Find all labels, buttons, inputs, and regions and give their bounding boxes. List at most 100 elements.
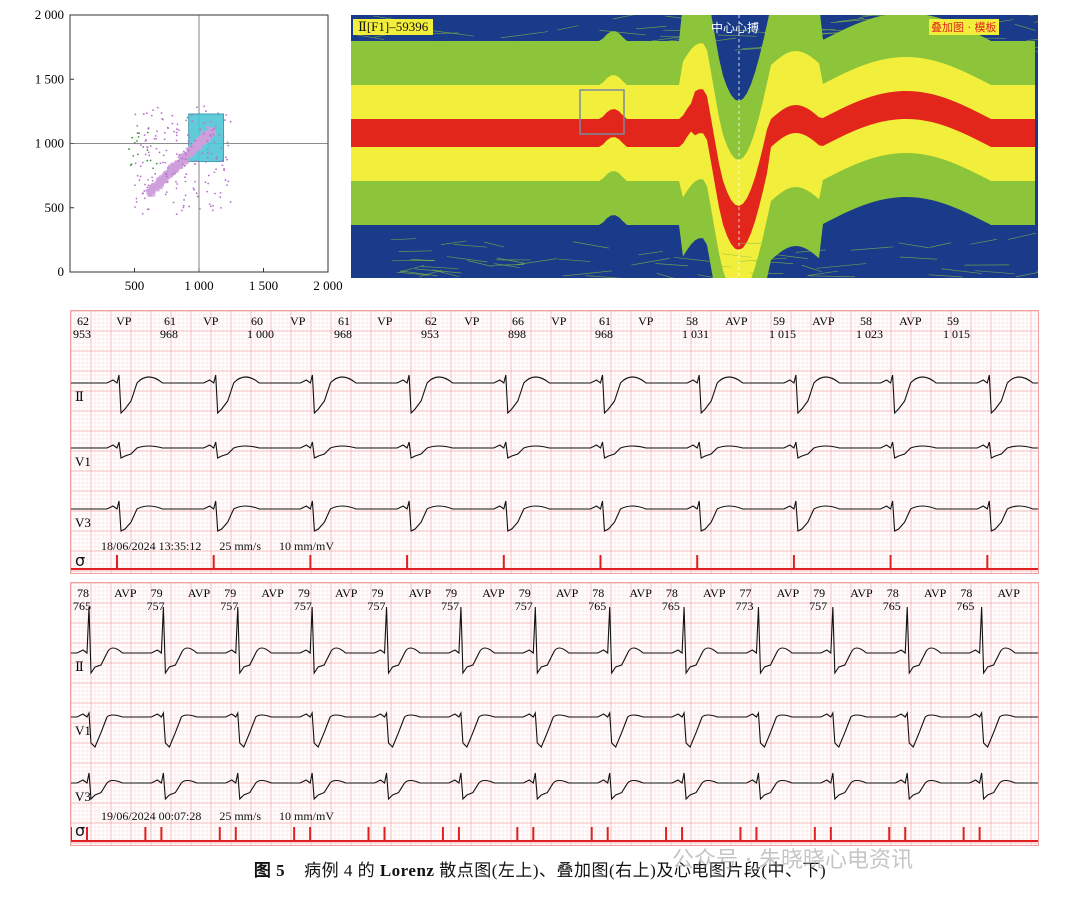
- beat-rr: 757: [441, 599, 459, 613]
- scatter-point: [212, 204, 214, 207]
- overlay-noise: [928, 274, 963, 278]
- overlay-noise: [770, 22, 805, 30]
- beat-hr: 78: [960, 586, 972, 600]
- scatter-point: [216, 155, 218, 158]
- scatter-point: [209, 133, 211, 136]
- calibration-icon: σ: [75, 821, 86, 840]
- scatter-point: [132, 154, 135, 157]
- scatter-point: [141, 161, 144, 164]
- figure-caption: 图 5 病例 4 的 Lorenz 散点图(左上)、叠加图(右上)及心电图片段(…: [0, 856, 1080, 881]
- scatter-point: [176, 128, 178, 130]
- scatter-point: [213, 127, 216, 130]
- scatter-point: [175, 134, 178, 137]
- beat-hr: 78: [592, 586, 604, 600]
- overlay-noise: [650, 36, 699, 44]
- overlay-noise: [562, 270, 612, 277]
- ecg-grid: [71, 311, 1038, 573]
- overlay-noise: [799, 28, 836, 33]
- overlay-noise: [410, 258, 435, 262]
- scatter-point: [193, 188, 195, 191]
- beat-rr: 898: [508, 327, 526, 341]
- overlay-noise: [433, 30, 475, 37]
- overlay-noise: [807, 275, 856, 278]
- overlay-noise: [889, 38, 922, 41]
- caption-text-bold: Lorenz: [379, 861, 435, 880]
- scatter-point: [183, 199, 185, 201]
- scatter-point: [147, 127, 150, 130]
- scatter-point: [146, 146, 149, 149]
- overlay-noise: [612, 15, 635, 20]
- overlay-noise: [557, 258, 591, 262]
- beat-hr: 78: [666, 586, 678, 600]
- scatter-point: [169, 165, 173, 169]
- scatter-point: [128, 148, 130, 150]
- beat-rr: 757: [220, 599, 238, 613]
- scatter-point: [185, 173, 188, 176]
- scatter-point: [178, 129, 180, 132]
- scatter-point: [187, 140, 190, 143]
- scatter-point: [136, 132, 139, 135]
- scatter-point: [150, 114, 153, 117]
- scatter-point: [203, 135, 207, 139]
- overlay-noise: [493, 263, 520, 268]
- calibration-icon: σ: [75, 551, 86, 570]
- scatter-point: [164, 193, 167, 196]
- overlay-noise: [446, 256, 488, 263]
- beat-rr: 765: [956, 599, 974, 613]
- scatter-point: [194, 180, 196, 183]
- beat-rr: 765: [73, 599, 91, 613]
- overlay-noise: [655, 263, 689, 267]
- scatter-point: [221, 159, 224, 162]
- ecg-middle-datetime: 18/06/2024 13:35:12: [101, 539, 202, 553]
- scatter-point: [198, 207, 201, 210]
- overlay-noise: [599, 29, 646, 36]
- scatter-point: [156, 130, 158, 133]
- scatter-point: [167, 127, 170, 130]
- overlay-band-red: [351, 89, 1035, 250]
- lead-label: V3: [75, 789, 91, 804]
- overlay-noise: [737, 257, 788, 262]
- scatter-point: [190, 114, 193, 116]
- beat-hr: 58: [686, 314, 698, 328]
- scatter-point: [179, 159, 183, 163]
- overlay-noise: [673, 256, 715, 263]
- scatter-point: [146, 159, 149, 162]
- beat-rr: 757: [367, 599, 385, 613]
- scatter-point: [190, 145, 193, 148]
- scatter-point: [155, 162, 158, 165]
- scatter-point: [136, 124, 139, 127]
- scatter-point: [159, 162, 162, 165]
- scatter-point: [185, 153, 188, 156]
- scatter-point: [211, 129, 214, 131]
- overlay-noise: [941, 268, 983, 274]
- scatter-point: [143, 197, 146, 200]
- overlay-noise: [398, 250, 433, 252]
- scatter-point: [210, 135, 213, 138]
- scatter-point: [206, 190, 209, 193]
- caption-text-b: 散点图(左上)、叠加图(右上)及心电图片段(中、下): [439, 861, 827, 880]
- scatter-point: [208, 203, 211, 205]
- beat-label: VP: [551, 314, 567, 328]
- beat-rr: 757: [515, 599, 533, 613]
- lead-label: V1: [75, 454, 91, 469]
- beat-rr: 757: [294, 599, 312, 613]
- beat-label: VP: [377, 314, 393, 328]
- overlay-noise: [717, 34, 757, 37]
- scatter-point: [173, 130, 176, 133]
- y-tick-label: 1 000: [35, 136, 64, 151]
- scatter-point: [184, 180, 187, 183]
- scatter-point: [184, 151, 187, 154]
- scatter-point: [178, 155, 182, 159]
- scatter-point: [134, 162, 137, 165]
- beat-rr: 968: [595, 327, 613, 341]
- scatter-point: [135, 197, 138, 200]
- beat-hr: 79: [813, 586, 825, 600]
- ecg-middle-speed: 25 mm/s: [219, 539, 262, 553]
- beat-hr: 78: [887, 586, 899, 600]
- scatter-point: [165, 173, 167, 175]
- scatter-point: [151, 185, 155, 189]
- beat-rr: 1 000: [247, 327, 274, 341]
- scatter-point: [209, 205, 212, 208]
- scatter-point: [229, 120, 232, 123]
